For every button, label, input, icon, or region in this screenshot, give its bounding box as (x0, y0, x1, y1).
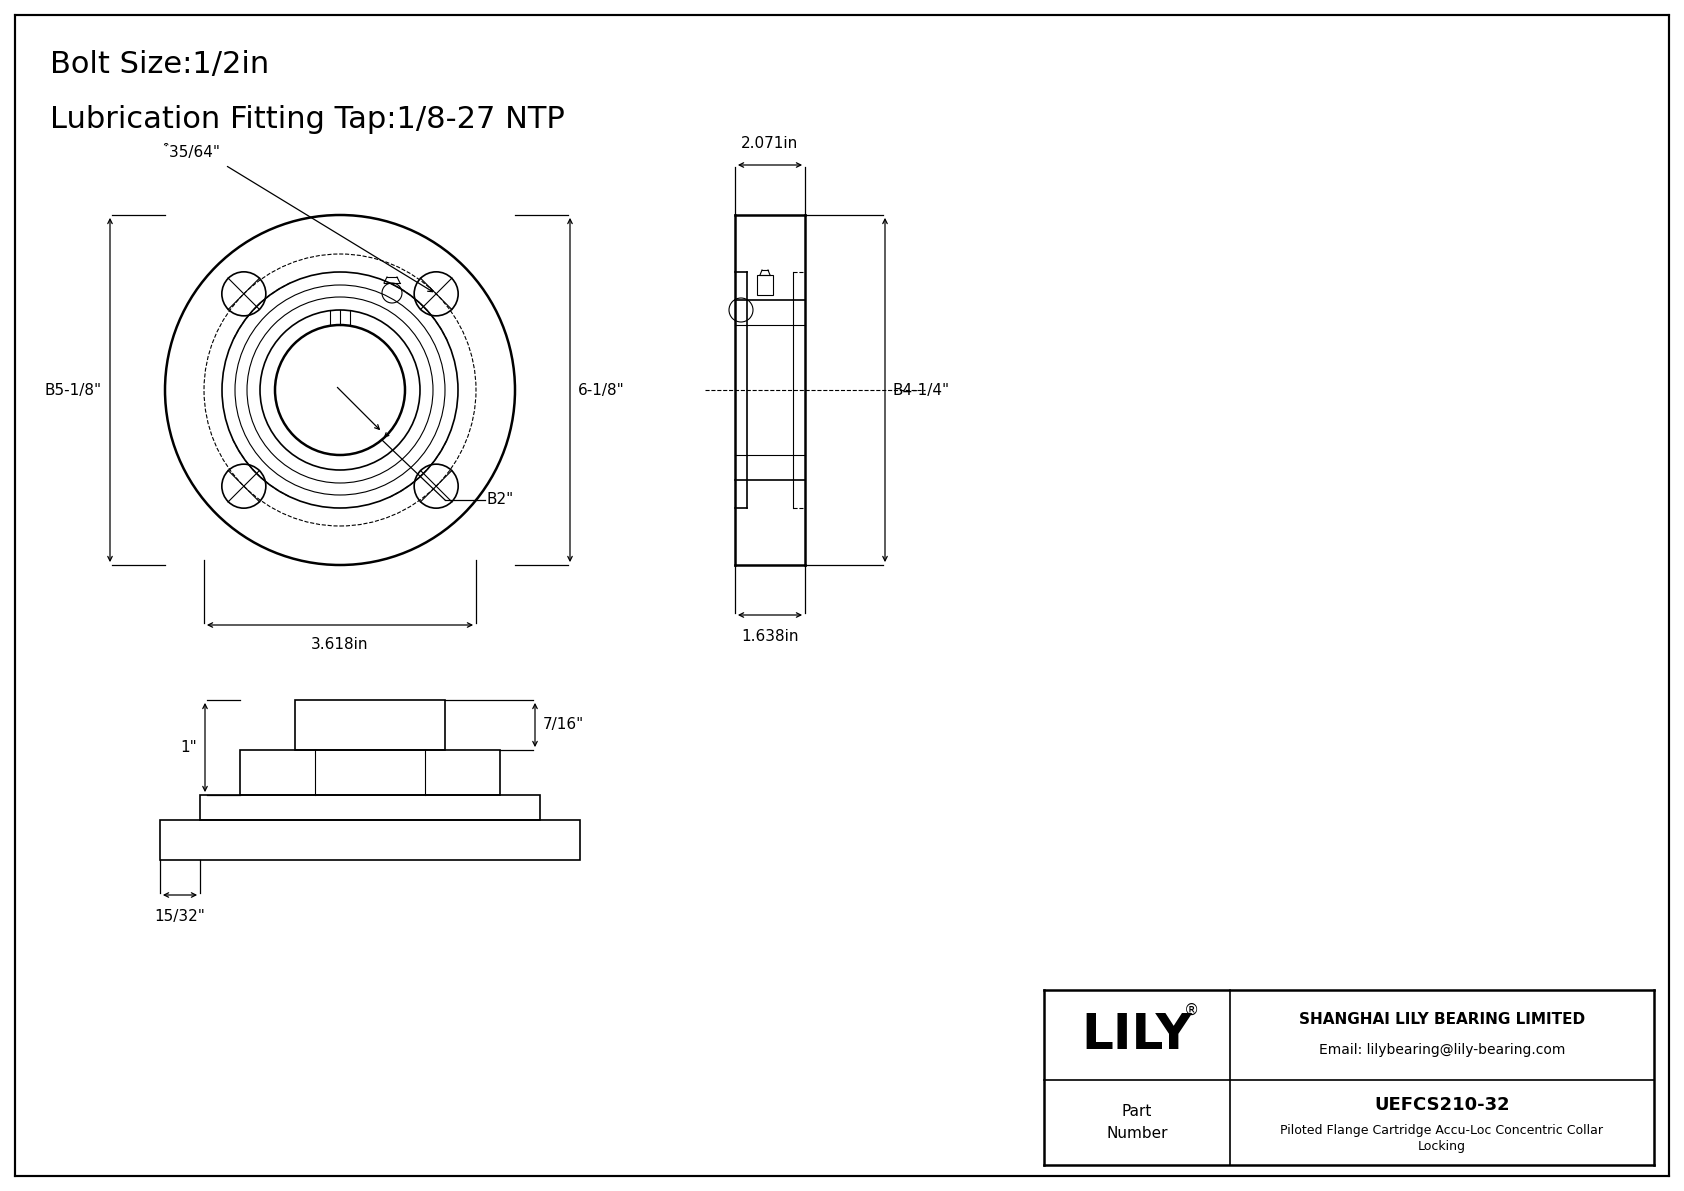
Text: 3.618in: 3.618in (312, 637, 369, 651)
Bar (758, 275, 773, 295)
Text: 7/16": 7/16" (542, 717, 584, 732)
Text: 1.638in: 1.638in (741, 629, 798, 644)
Text: Β2": Β2" (487, 493, 514, 507)
Text: ͒35/64": ͒35/64" (168, 145, 221, 160)
Text: Locking: Locking (1418, 1140, 1467, 1153)
Bar (295, 700, 445, 750)
Text: UEFCS210-32: UEFCS210-32 (1374, 1096, 1511, 1114)
Text: Email: lilybearing@lily-bearing.com: Email: lilybearing@lily-bearing.com (1319, 1043, 1564, 1056)
Text: Part
Number: Part Number (1106, 1104, 1167, 1141)
Text: Β4-1/4": Β4-1/4" (893, 382, 950, 398)
Text: LILY: LILY (1081, 1011, 1192, 1059)
Text: Β5-1/8": Β5-1/8" (45, 382, 103, 398)
Bar (200, 796, 541, 819)
Text: Bolt Size:1/2in: Bolt Size:1/2in (51, 50, 269, 79)
Bar (160, 819, 579, 860)
Text: 1": 1" (180, 740, 197, 755)
Text: Lubrication Fitting Tap:1/8-27 NTP: Lubrication Fitting Tap:1/8-27 NTP (51, 105, 564, 135)
Text: 2.071in: 2.071in (741, 136, 798, 151)
Text: Piloted Flange Cartridge Accu-Loc Concentric Collar: Piloted Flange Cartridge Accu-Loc Concen… (1280, 1124, 1603, 1137)
Bar (241, 750, 500, 796)
Text: SHANGHAI LILY BEARING LIMITED: SHANGHAI LILY BEARING LIMITED (1298, 1012, 1585, 1028)
Text: ®: ® (1184, 1003, 1199, 1017)
Text: 6-1/8": 6-1/8" (578, 382, 625, 398)
Text: 15/32": 15/32" (155, 909, 205, 924)
